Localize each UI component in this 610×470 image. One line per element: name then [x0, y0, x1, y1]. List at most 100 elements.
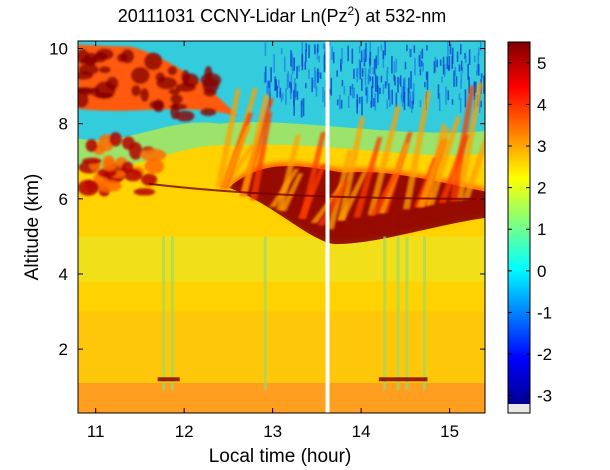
fall-streak [449, 85, 475, 202]
noise-speck [358, 97, 361, 104]
noise-speck [315, 86, 318, 97]
noise-speck [324, 90, 326, 108]
noise-speck [359, 60, 362, 80]
noise-speck [268, 82, 270, 97]
noise-speck [324, 52, 326, 70]
fall-streak [417, 128, 451, 207]
fall-streak [276, 134, 301, 210]
noise-speck [372, 67, 374, 75]
heatmap-area [78, 41, 485, 413]
y-tick-label: 4 [59, 265, 68, 284]
cloud-blob [80, 57, 99, 65]
cloud-blob [82, 157, 102, 165]
noise-speck [391, 89, 393, 105]
noise-speck [451, 99, 454, 105]
fall-streak [249, 112, 273, 200]
noise-speck [329, 88, 331, 94]
noise-speck [332, 52, 335, 64]
fall-streak [337, 116, 366, 221]
noise-speck [319, 72, 322, 79]
noise-speck [347, 45, 349, 62]
noise-speck [361, 68, 364, 74]
cloud-blob [78, 179, 99, 196]
cloud-blob [122, 136, 135, 150]
noise-speck [353, 68, 355, 79]
colorbar-ticks: 5 4 3 2 1 0 -1 -2 -3 [508, 54, 552, 406]
fall-streak [317, 182, 349, 226]
noise-speck [438, 99, 441, 112]
noise-speck [336, 70, 338, 77]
noise-speck [287, 71, 290, 83]
noise-speck [371, 76, 374, 89]
cloud-blob [102, 159, 117, 172]
noise-speck [280, 94, 283, 103]
noise-speck [264, 66, 267, 83]
cirrus-deck [215, 82, 485, 245]
noise-speck [467, 63, 469, 80]
noise-speck [453, 70, 455, 87]
noise-speck [422, 62, 424, 72]
noise-speck [404, 61, 407, 70]
noise-speck [351, 48, 354, 64]
pbl-cloud [157, 377, 180, 382]
noise-speck [408, 77, 410, 94]
cloud-blob [140, 148, 167, 162]
cloud-blob [131, 85, 141, 97]
noise-speck [361, 70, 364, 77]
noise-speck [473, 55, 476, 63]
noise-speck [369, 76, 372, 82]
colorbar-tick-label: 3 [537, 137, 546, 156]
thin-aerosol-line [148, 182, 477, 200]
noise-speck [409, 48, 411, 57]
noise-speck [386, 70, 388, 86]
fall-streak [219, 125, 252, 189]
y-axis: 2 4 6 8 10 [49, 40, 485, 359]
noise-speck [361, 78, 363, 92]
noise-speck [356, 100, 358, 114]
cloud-blob [99, 66, 111, 74]
cloud-blob [144, 158, 164, 174]
y-tick-label: 8 [59, 115, 68, 134]
noise-speck [305, 43, 308, 52]
surface-layer [78, 382, 485, 413]
noise-speck [477, 47, 480, 56]
cloud-blob [94, 92, 114, 100]
noise-speck [438, 92, 441, 101]
noise-speck [349, 86, 352, 96]
cloud-blob [78, 92, 89, 108]
noise-speck [341, 48, 343, 64]
fall-streak [455, 82, 484, 201]
noise-speck [279, 87, 282, 95]
noise-speck [434, 56, 437, 72]
noise-speck [386, 99, 389, 110]
noise-speck [447, 90, 450, 101]
noise-speck [370, 94, 373, 107]
noise-speck [290, 89, 292, 100]
noise-speck [433, 61, 436, 74]
cloud-blob [95, 180, 122, 192]
noise-speck [468, 49, 471, 65]
noise-speck [443, 64, 446, 77]
noise-speck [363, 56, 366, 67]
signal-stripe [423, 236, 427, 391]
noise-speck [340, 100, 343, 109]
cloud-blob [141, 173, 158, 186]
noise-speck [314, 44, 316, 55]
signal-stripe [396, 236, 400, 391]
noise-speck [273, 53, 275, 73]
y-axis-label: Altitude (km) [22, 174, 43, 281]
noise-speck [408, 100, 411, 106]
noise-speck [420, 60, 423, 67]
noise-speck [373, 58, 376, 75]
noise-speck [380, 75, 383, 83]
chart-title: 20111031 CCNY-Lidar Ln(Pz2) at 532-nm [118, 4, 447, 26]
heatmap-layers [78, 41, 485, 413]
plot-frame [77, 40, 486, 414]
noise-speck [439, 59, 442, 66]
noise-speck [436, 59, 438, 68]
noise-speck [286, 73, 289, 90]
noise-speck [477, 63, 480, 76]
noise-speck [371, 86, 373, 97]
noise-speck [336, 99, 339, 106]
cloud-blob [155, 72, 166, 83]
